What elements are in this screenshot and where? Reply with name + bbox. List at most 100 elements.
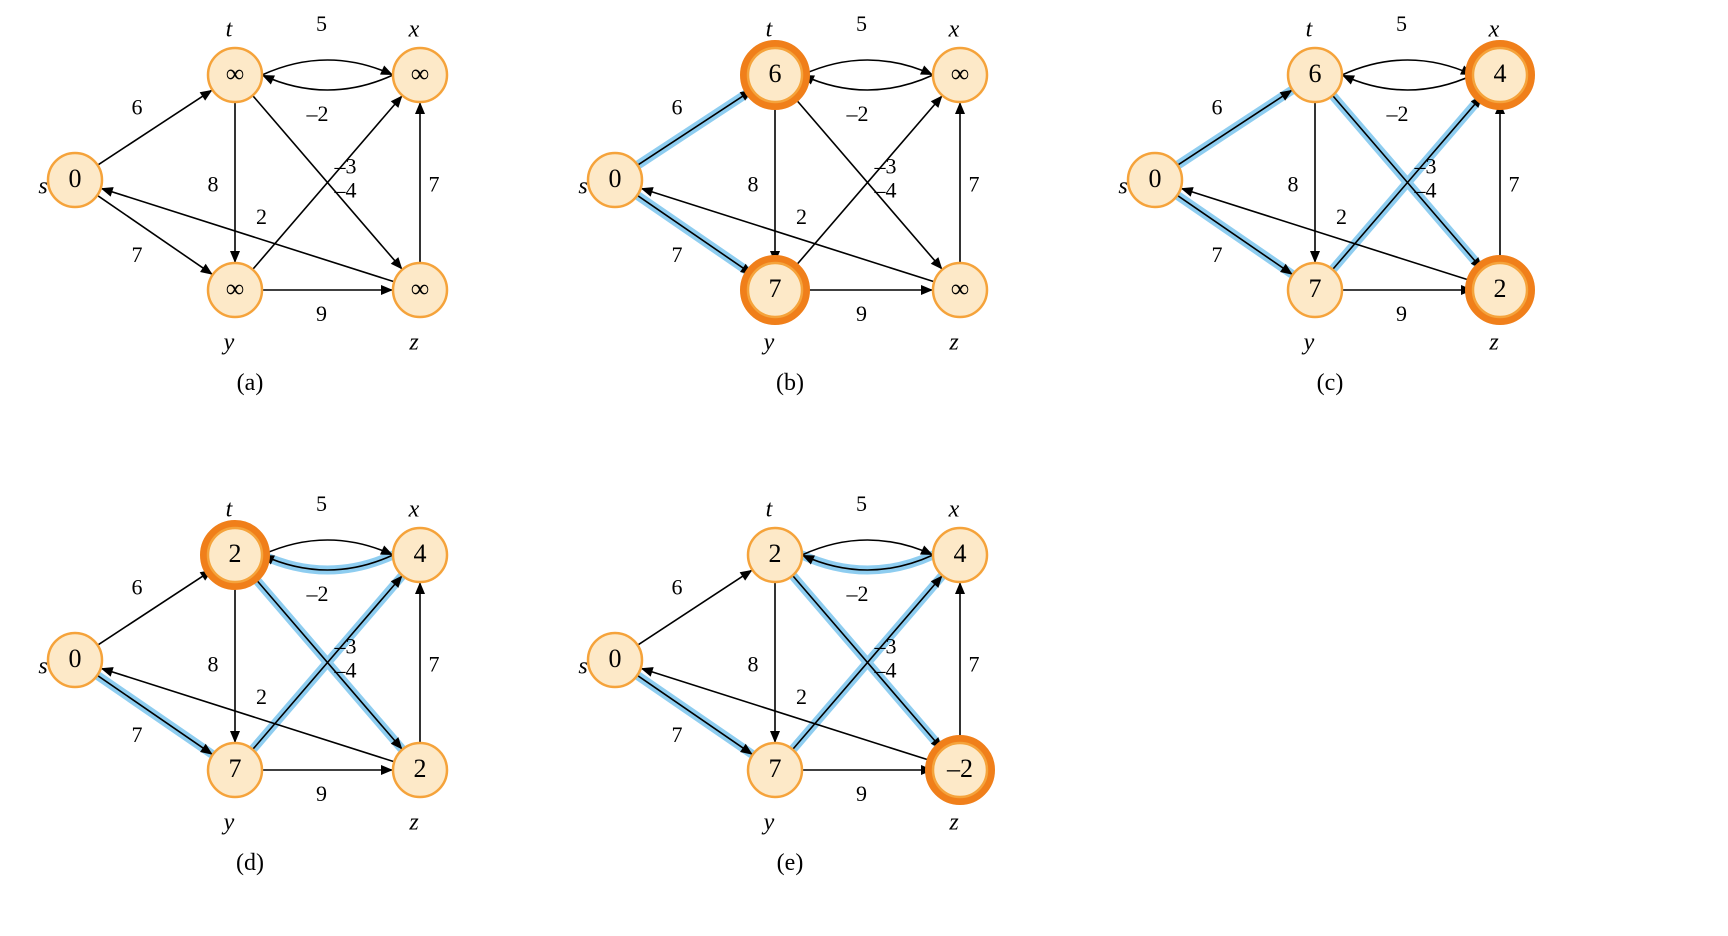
node-value: 0 [609,164,622,193]
node-label: z [408,330,419,356]
node-value: 7 [769,754,782,783]
arrowhead-icon [101,187,114,197]
arrowhead-icon [921,285,933,295]
node-label: z [948,330,959,356]
node-value: 4 [954,539,967,568]
node-label: x [1488,17,1500,43]
node-value: 0 [69,644,82,673]
arrowhead-icon [381,765,393,775]
edge-weight: –2 [1386,101,1409,126]
node-label: t [226,497,234,523]
edge-weight: 7 [969,172,980,197]
edge-weight: –3 [1414,154,1437,179]
arrowhead-icon [770,731,780,743]
edge-weight: 9 [1396,301,1407,326]
panel-caption: (a) [220,370,280,397]
edge-weight: –4 [874,658,897,683]
figure-bellman-ford: 675–28–4–39720s∞t∞x∞y∞z(a)675–28–4–39720… [0,0,1728,936]
edge-weight: –3 [874,634,897,659]
edge-weight: –4 [1414,178,1437,203]
graph-panel-c: 675–28–4–39720s6t4x7y2z(c) [1100,10,1580,380]
node-value: 0 [1149,164,1162,193]
node-label: z [1488,330,1499,356]
node-value: 2 [1494,274,1507,303]
edge-weight: –2 [846,581,869,606]
node-label: t [226,17,234,43]
node-value: 7 [229,754,242,783]
edge-weight: 2 [796,204,807,229]
edge-weight: 7 [1212,242,1223,267]
edge-weight: 5 [856,11,867,36]
edge-weight: –4 [874,178,897,203]
edge [98,570,213,645]
edge-weight: 2 [256,204,267,229]
node-value: 2 [229,539,242,568]
edge-weight: 7 [132,242,143,267]
node-label: z [948,810,959,836]
edge [802,75,933,90]
arrowhead-icon [200,90,213,101]
panel-caption: (b) [760,370,820,397]
edge-weight: –2 [846,101,869,126]
edge [638,90,753,165]
node-value: ∞ [411,59,430,88]
edge [802,60,933,75]
node-value: ∞ [411,274,430,303]
node-label: y [222,810,235,836]
edge-weight: 8 [1288,172,1299,197]
edge-weight: –3 [334,154,357,179]
edge-weight: 9 [316,781,327,806]
node-value: 0 [609,644,622,673]
edge [262,75,393,90]
graph-panel-e: 675–28–4–39720s2t4x7y–2z(e) [560,490,1040,860]
edge-weight: 7 [672,722,683,747]
edge [637,195,753,274]
node-label: x [408,17,420,43]
edge-weight: –3 [874,154,897,179]
node-value: 2 [769,539,782,568]
edge-weight: 5 [1396,11,1407,36]
node-label: t [766,17,774,43]
edge-weight: 6 [672,95,683,120]
node-label: y [1302,330,1315,356]
edge-weight: –4 [334,658,357,683]
edge-weight: 2 [256,684,267,709]
edge-weight: –3 [334,634,357,659]
node-value: 7 [769,274,782,303]
edge [97,675,213,754]
arrowhead-icon [740,570,753,581]
edge [1177,195,1293,274]
node-value: 4 [414,539,427,568]
edge-weight: 5 [316,11,327,36]
node-label: s [578,174,587,200]
arrowhead-icon [381,285,393,295]
edge-weight: 6 [132,95,143,120]
node-value: ∞ [226,59,245,88]
edge-weight: 9 [316,301,327,326]
edge-weight: 9 [856,301,867,326]
edge-weight: 8 [748,172,759,197]
arrowhead-icon [955,582,965,594]
node-value: 6 [1309,59,1322,88]
panel-caption: (d) [220,850,280,877]
edge-weight: 8 [208,172,219,197]
edge-weight: 7 [672,242,683,267]
graph-panel-d: 675–28–4–39720s2t4x7y2z(d) [20,490,500,860]
graph-panel-a: 675–28–4–39720s∞t∞x∞y∞z(a) [20,10,500,380]
node-label: x [408,497,420,523]
edge-weight: 7 [429,652,440,677]
arrowhead-icon [230,731,240,743]
edge-weight: 6 [132,575,143,600]
edge-weight: 7 [429,172,440,197]
edge-weight: –4 [334,178,357,203]
edge-weight: –2 [306,581,329,606]
node-label: s [578,654,587,680]
edge-weight: 2 [1336,204,1347,229]
node-label: x [948,17,960,43]
edge [262,540,393,555]
edge-weight: 7 [1509,172,1520,197]
edge-weight: –2 [306,101,329,126]
node-value: 6 [769,59,782,88]
node-value: 2 [414,754,427,783]
arrowhead-icon [415,102,425,114]
